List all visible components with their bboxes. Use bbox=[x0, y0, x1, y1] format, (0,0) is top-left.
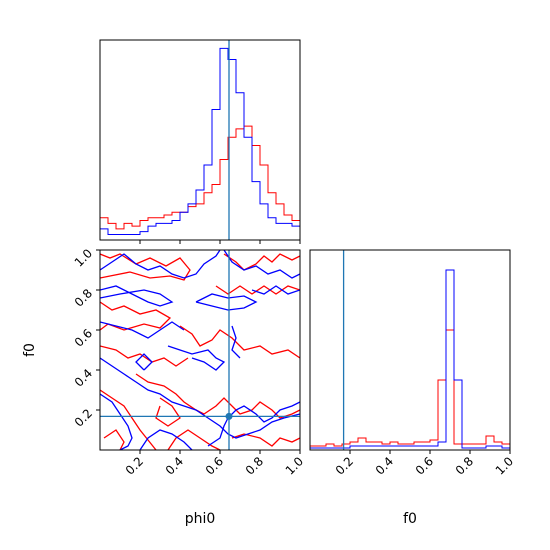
contour-line-blue bbox=[100, 357, 300, 439]
f0-hist-xtick-label: 0.4 bbox=[373, 454, 396, 477]
f0-hist-xtick-label: 1.0 bbox=[493, 454, 516, 477]
contour-line-red bbox=[231, 433, 300, 447]
f0-marginal-panel: 0.2 0.4 0.6 0.8 1.0 f0 bbox=[309, 249, 516, 527]
joint-ytick-label: 0.2 bbox=[72, 406, 95, 429]
contour-line-red bbox=[103, 429, 125, 450]
joint-truth-point bbox=[225, 412, 233, 420]
joint-ytick-label: 0.4 bbox=[72, 366, 95, 389]
contour-line-blue bbox=[195, 293, 258, 311]
contour-line-red bbox=[100, 345, 189, 367]
contour-line-blue bbox=[100, 393, 133, 450]
contour-line-red bbox=[100, 301, 172, 331]
f0-hist-red bbox=[310, 329, 510, 450]
contour-line-blue bbox=[100, 250, 221, 279]
phi0-marginal-panel bbox=[99, 39, 301, 244]
joint-contour-panel: 0.2 0.4 0.6 0.8 1.0 0.2 0.4 0.6 0.8 1.0 phi0 f0 bbox=[22, 246, 306, 527]
contour-line-blue bbox=[231, 325, 241, 359]
f0-axis-label: f0 bbox=[22, 343, 38, 357]
f0-hist-marks bbox=[310, 250, 510, 450]
joint-contour-marks bbox=[100, 250, 300, 450]
contour-line-red bbox=[179, 325, 300, 359]
joint-xtick-label: 0.2 bbox=[123, 454, 146, 477]
contour-line-red bbox=[215, 285, 300, 295]
joint-xtick-label: 0.6 bbox=[203, 454, 226, 477]
joint-contour-yticks: 0.2 0.4 0.6 0.8 1.0 bbox=[72, 246, 100, 430]
phi0-hist-blue bbox=[100, 47, 300, 240]
joint-xtick-label: 1.0 bbox=[283, 454, 306, 477]
joint-ytick-label: 0.6 bbox=[72, 326, 95, 349]
phi0-hist-marks bbox=[100, 40, 300, 240]
contour-line-blue bbox=[135, 353, 153, 371]
phi0-hist-xticks bbox=[139, 240, 301, 244]
joint-ytick-label: 0.8 bbox=[72, 286, 95, 309]
contour-line-blue bbox=[139, 429, 193, 450]
f0-hist-xtick-label: 0.2 bbox=[333, 454, 356, 477]
contour-line-blue bbox=[251, 285, 300, 295]
f0-marginal-axis-label: f0 bbox=[403, 511, 417, 527]
joint-contour-frame bbox=[99, 249, 301, 451]
contour-line-red bbox=[223, 253, 300, 271]
joint-xtick-label: 0.8 bbox=[243, 454, 266, 477]
contour-line-red bbox=[135, 373, 300, 419]
f0-hist-blue bbox=[310, 269, 510, 450]
f0-hist-xtick-label: 0.6 bbox=[413, 454, 436, 477]
contour-line-blue bbox=[167, 345, 226, 371]
phi0-hist-frame bbox=[99, 39, 301, 241]
joint-contour-xticks: 0.2 0.4 0.6 0.8 1.0 bbox=[123, 450, 306, 478]
contour-line-blue bbox=[100, 321, 185, 339]
contour-line-red bbox=[167, 429, 221, 450]
contour-line-blue bbox=[100, 285, 174, 307]
phi0-axis-label: phi0 bbox=[185, 511, 216, 527]
contour-line-blue bbox=[223, 250, 300, 279]
contour-line-red bbox=[155, 397, 181, 427]
f0-hist-xticks: 0.2 0.4 0.6 0.8 1.0 bbox=[333, 450, 516, 478]
joint-ytick-label: 1.0 bbox=[72, 246, 95, 269]
joint-xtick-label: 0.4 bbox=[163, 454, 186, 477]
contour-line-red bbox=[100, 389, 157, 450]
f0-hist-frame bbox=[309, 249, 511, 451]
f0-hist-xtick-label: 0.8 bbox=[453, 454, 476, 477]
phi0-hist-red bbox=[100, 125, 300, 240]
contour-line-blue bbox=[207, 401, 300, 447]
